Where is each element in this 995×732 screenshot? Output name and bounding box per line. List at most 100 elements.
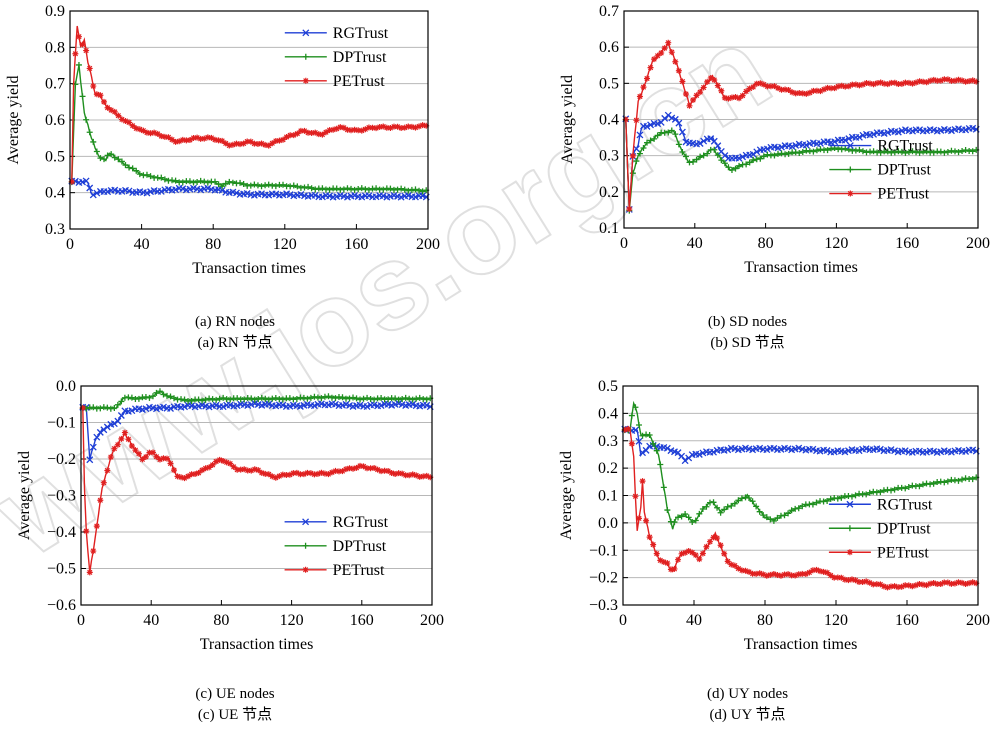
chart-a-point-petrust [355, 127, 362, 134]
chart-c-point-rgtrust [409, 400, 417, 408]
chart-c-point-petrust [360, 463, 367, 470]
chart-a-markers-petrust [68, 33, 430, 185]
chart-c-point-rgtrust [423, 401, 431, 409]
chart-b-point-dptrust [884, 148, 891, 155]
chart-c-ytick-label: −0.5 [47, 561, 76, 578]
chart-c-point-rgtrust [93, 433, 101, 441]
chart-a-point-dptrust [222, 180, 229, 187]
chart-d-point-rgtrust [710, 448, 717, 456]
chart-c-point-petrust [139, 456, 146, 463]
chart-d-point-dptrust [735, 497, 742, 504]
chart-d-point-dptrust [646, 431, 653, 438]
chart-a-point-dptrust [272, 183, 279, 190]
chart-a-point-petrust [93, 91, 100, 98]
chart-a-point-petrust [75, 33, 82, 40]
chart-c-point-petrust [223, 459, 230, 466]
chart-b-point-dptrust [711, 146, 718, 153]
chart-c-point-petrust [118, 435, 125, 442]
chart-a-point-dptrust [194, 179, 201, 186]
chart-a-point-petrust [133, 125, 140, 132]
chart-b-point-dptrust [863, 149, 870, 156]
chart-a-point-petrust [72, 50, 79, 57]
chart-a-point-dptrust [122, 162, 129, 169]
chart-b-point-dptrust [732, 165, 739, 172]
chart-a-ylabel: Average yield [5, 76, 22, 165]
chart-b-point-petrust [810, 87, 817, 94]
chart-b-point-rgtrust [678, 128, 686, 136]
chart-d-point-dptrust [813, 499, 820, 506]
chart-d-point-petrust [625, 425, 632, 432]
chart-d-point-petrust [685, 548, 692, 555]
chart-d-point-dptrust [788, 507, 795, 514]
chart-d-point-dptrust [692, 517, 699, 524]
chart-c-point-rgtrust [110, 420, 118, 428]
chart-a-legend-label-rgtrust: RGTrust [333, 25, 389, 42]
chart-a-point-petrust [179, 136, 186, 143]
chart-a-point-dptrust [405, 187, 412, 194]
chart-b-point-dptrust [909, 148, 916, 155]
chart-c-point-dptrust [90, 404, 97, 411]
chart-a-point-dptrust [136, 171, 143, 178]
chart-c-point-petrust [202, 465, 209, 472]
chart-c-point-rgtrust [142, 405, 150, 413]
chart-c-legend-marker-rgtrust [302, 518, 310, 526]
chart-a-legend-marker-dptrust [302, 53, 309, 60]
chart-b-point-petrust [838, 82, 845, 89]
chart-b-point-petrust [913, 79, 920, 86]
chart-b-point-petrust [905, 79, 912, 86]
chart-a-point-petrust [104, 104, 111, 111]
chart-c-point-petrust [364, 465, 371, 472]
chart-a-point-petrust [118, 116, 125, 123]
chart-a-point-petrust [143, 129, 150, 136]
chart-a-point-petrust [394, 123, 401, 130]
chart-b-legend-marker-rgtrust [846, 142, 854, 149]
chart-d-point-dptrust [738, 495, 745, 502]
chart-d-point-petrust [777, 572, 784, 579]
chart-a-point-petrust [315, 131, 322, 138]
chart-c-point-dptrust [128, 394, 135, 401]
chart-b-point-petrust [644, 75, 651, 82]
chart-c-point-petrust [420, 473, 427, 480]
chart-a-point-dptrust [108, 151, 115, 158]
chart-c-point-petrust [399, 470, 406, 477]
chart-a-point-petrust [247, 138, 254, 145]
chart-a-point-petrust [405, 123, 412, 130]
chart-b-point-petrust [799, 90, 806, 97]
chart-a-point-petrust [287, 132, 294, 139]
chart-c-point-petrust [353, 464, 360, 471]
caption-b-en: (b) SD nodes [707, 314, 788, 330]
chart-c-point-dptrust [385, 396, 392, 403]
chart-c-point-dptrust [234, 395, 241, 402]
chart-d-axes-box [622, 385, 979, 606]
chart-b-legend-marker-glyph [847, 166, 854, 173]
chart-b-point-rgtrust [696, 140, 704, 147]
chart-d-point-petrust [824, 569, 831, 576]
chart-b-point-petrust [920, 78, 927, 85]
chart-a-point-petrust [280, 136, 287, 143]
chart-d-point-rgtrust [809, 445, 817, 453]
chart-a-point-petrust [201, 135, 208, 142]
chart-d-point-dptrust [902, 485, 909, 492]
chart-b-point-dptrust [675, 141, 682, 148]
chart-b-point-dptrust [916, 149, 923, 156]
chart-c-point-dptrust [353, 395, 360, 402]
chart-c-point-petrust [174, 473, 181, 480]
chart-c-point-dptrust [286, 395, 293, 402]
chart-b-point-dptrust [962, 147, 969, 154]
chart-d-point-petrust [774, 572, 781, 579]
chart-d-legend-marker-glyph [846, 549, 853, 556]
chart-c-point-petrust [272, 474, 279, 481]
chart-c-point-dptrust [160, 391, 167, 398]
chart-b-point-rgtrust [753, 148, 761, 156]
chart-b-point-petrust [672, 58, 679, 65]
chart-b-point-petrust [714, 82, 721, 89]
chart-b-point-rgtrust [884, 129, 892, 137]
chart-d-point-petrust [866, 579, 873, 586]
chart-b-point-petrust [916, 78, 923, 85]
chart-c-point-dptrust [300, 394, 307, 401]
chart-d-point-dptrust [675, 514, 682, 521]
chart-b-point-petrust [856, 82, 863, 89]
chart-b-point-petrust [845, 83, 852, 90]
chart-a-legend-label-petrust: PETrust [333, 73, 385, 90]
chart-d-point-petrust [738, 567, 745, 574]
